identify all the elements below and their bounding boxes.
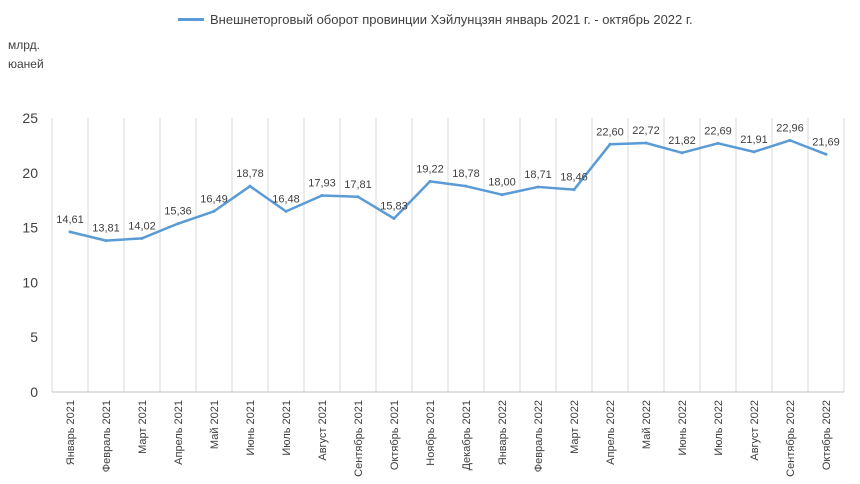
x-tick-label: Февраль 2022	[533, 400, 545, 472]
data-point	[248, 184, 252, 188]
data-point	[392, 217, 396, 221]
data-label: 22,60	[596, 126, 624, 138]
x-tick-label: Август 2021	[317, 400, 329, 461]
x-tick-label: Ноябрь 2021	[425, 400, 437, 466]
data-label: 22,96	[776, 122, 804, 134]
legend-line-swatch	[178, 18, 204, 21]
data-label: 21,91	[740, 134, 768, 146]
x-tick-label: Июнь 2022	[677, 400, 689, 456]
data-point	[176, 222, 180, 226]
data-point	[464, 184, 468, 188]
y-axis-unit-text: млрд. юаней	[8, 38, 44, 71]
data-label: 17,81	[344, 179, 372, 191]
data-point	[212, 209, 216, 213]
x-tick-label: Июль 2021	[281, 400, 293, 456]
data-label: 21,69	[812, 136, 840, 148]
data-point	[824, 152, 828, 156]
data-point	[140, 236, 144, 240]
series-line	[69, 139, 827, 242]
data-point	[572, 188, 576, 192]
data-point	[752, 150, 756, 154]
x-tick-label: Март 2021	[137, 400, 149, 454]
data-point	[680, 151, 684, 155]
x-tick-label: Август 2022	[749, 400, 761, 461]
data-label: 18,00	[488, 177, 516, 189]
x-tick-label: Июль 2022	[713, 400, 725, 456]
y-tick-label: 5	[30, 329, 38, 345]
data-point	[536, 185, 540, 189]
data-label: 16,49	[200, 193, 228, 205]
data-point	[716, 141, 720, 145]
x-tick-label: Декабрь 2021	[461, 400, 473, 470]
data-label: 18,78	[236, 168, 264, 180]
data-label: 15,83	[380, 201, 408, 213]
data-label: 15,36	[164, 206, 192, 218]
data-label: 18,78	[452, 168, 480, 180]
x-tick-label: Сентябрь 2022	[785, 400, 797, 477]
y-tick-label: 20	[22, 165, 38, 181]
x-tick-label: Февраль 2021	[101, 400, 113, 472]
data-label: 22,69	[704, 125, 732, 137]
y-tick-label: 10	[22, 274, 38, 290]
data-label: 18,71	[524, 169, 552, 181]
legend-label: Внешнеторговый оборот провинции Хэйлунцз…	[210, 12, 693, 27]
x-tick-label: Июнь 2021	[245, 400, 257, 456]
x-tick-label: Апрель 2022	[605, 400, 617, 465]
x-tick-label: Апрель 2021	[173, 400, 185, 465]
x-tick-label: Январь 2022	[497, 400, 509, 465]
data-point	[500, 193, 504, 197]
y-tick-label: 15	[22, 220, 38, 236]
data-label: 22,72	[632, 125, 660, 137]
data-point	[428, 179, 432, 183]
x-tick-label: Сентябрь 2021	[353, 400, 365, 477]
data-label: 14,61	[56, 214, 84, 226]
data-point	[788, 138, 792, 142]
data-label: 13,81	[92, 223, 120, 235]
data-point	[608, 142, 612, 146]
x-tick-label: Октябрь 2021	[389, 400, 401, 470]
x-tick-label: Октябрь 2022	[821, 400, 833, 470]
data-point	[320, 193, 324, 197]
y-axis-unit-label: млрд. юаней	[8, 36, 68, 74]
data-label: 16,48	[272, 193, 300, 205]
x-tick-label: Май 2022	[641, 400, 653, 449]
data-label: 17,93	[308, 177, 336, 189]
y-tick-label: 0	[30, 384, 38, 400]
data-label: 14,02	[128, 220, 156, 232]
x-tick-label: Май 2021	[209, 400, 221, 449]
y-tick-label: 25	[22, 110, 38, 126]
data-point	[104, 239, 108, 243]
data-point	[644, 141, 648, 145]
x-tick-label: Январь 2021	[65, 400, 77, 465]
data-label: 21,82	[668, 135, 696, 147]
legend: Внешнеторговый оборот провинции Хэйлунцз…	[178, 12, 693, 27]
data-label: 18,46	[560, 172, 588, 184]
x-tick-label: Март 2022	[569, 400, 581, 454]
data-label: 19,22	[416, 163, 444, 175]
data-point	[356, 195, 360, 199]
data-point	[68, 230, 72, 234]
data-point	[284, 209, 288, 213]
